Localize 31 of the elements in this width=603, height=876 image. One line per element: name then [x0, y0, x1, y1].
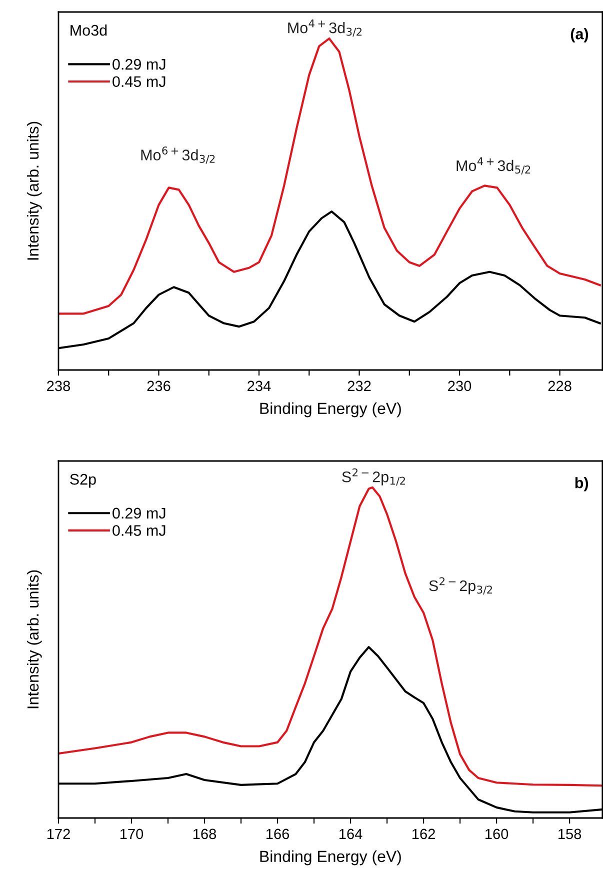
annotation: (a) [570, 28, 588, 42]
x-tick-label: 232 [348, 380, 371, 392]
x-tick-label: 172 [47, 828, 70, 839]
text: Mo3d [70, 24, 107, 36]
annotation: Mo$^{6+}$3d$_{3/2}$ [141, 146, 215, 164]
text: Mo$^{4+}$3d$_{3/2}$ [288, 19, 362, 37]
legend-label: 0.29 mJ [112, 58, 166, 70]
x-tick-label: 238 [47, 380, 70, 392]
annotation: b) [575, 477, 588, 492]
x-tick-label: 168 [193, 828, 216, 840]
x-tick-label: 228 [548, 380, 572, 392]
text: S$^{2−}$2p$_{1/2}$ [342, 468, 405, 486]
legend-label: 0.45 mJ [112, 76, 166, 88]
x-tick-label: 234 [248, 380, 271, 392]
legend-label: 0.29 mJ [112, 508, 166, 519]
legend-label: 0.45 mJ [112, 525, 166, 536]
x-axis-title: Binding Energy (eV) [260, 402, 401, 418]
y-axis-title: Intensity (arb. units) [26, 570, 42, 708]
x-tick-label: 164 [339, 828, 362, 840]
x-axis-title: Binding Energy (eV) [260, 850, 401, 866]
annotation: S2p [70, 474, 96, 488]
x-tick-label: 236 [147, 380, 170, 392]
x-tick-label: 162 [412, 828, 435, 840]
annotation: S$^{2−}$2p$_{3/2}$ [429, 577, 492, 595]
y-axis-title: Intensity (arb. units) [26, 122, 42, 260]
annotation: Mo$^{4+}$3d$_{5/2}$ [456, 157, 530, 174]
x-tick-label: 170 [120, 828, 144, 840]
x-tick-label: 230 [448, 380, 472, 392]
x-tick-label: 158 [558, 828, 582, 840]
x-tick-label: 166 [266, 828, 290, 840]
x-tick-label: 160 [485, 828, 508, 840]
